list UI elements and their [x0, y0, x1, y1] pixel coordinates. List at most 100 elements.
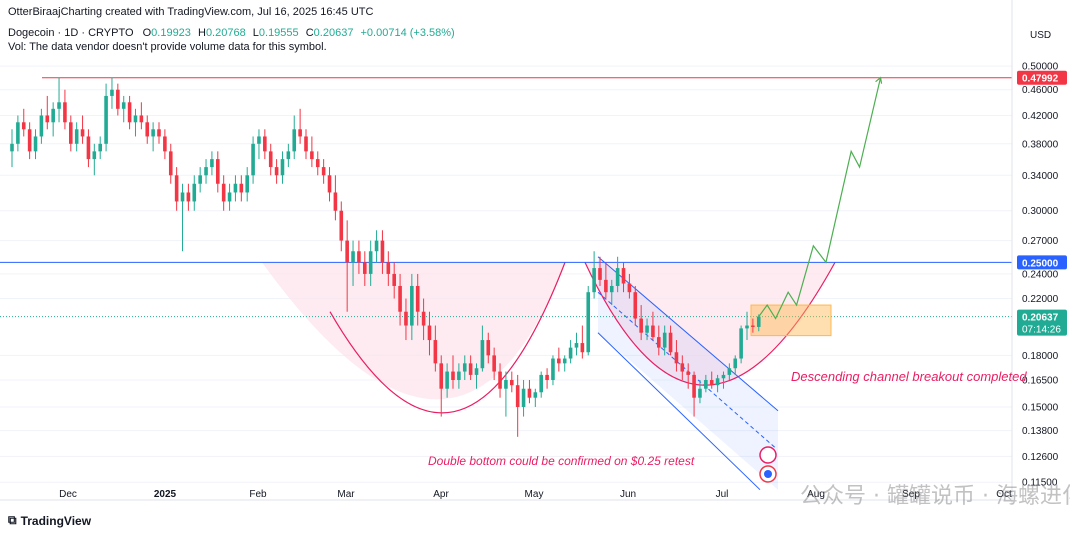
channel-mid: [597, 291, 776, 448]
annotation-double-bottom: Double bottom could be confirmed on $0.2…: [428, 454, 695, 468]
candle-body: [486, 340, 491, 356]
candle-body: [333, 192, 338, 211]
y-tick-label: 0.15000: [1022, 402, 1059, 413]
candle-body: [192, 183, 197, 202]
y-tick-label: 0.12600: [1022, 452, 1059, 463]
candle-body: [562, 358, 567, 364]
price-tag-label: 0.25000: [1022, 258, 1059, 269]
y-tick-label: 0.50000: [1022, 62, 1059, 73]
cup-left-curve: [329, 262, 566, 414]
y-tick-label: 0.27000: [1022, 236, 1059, 247]
candle-body: [639, 318, 643, 333]
candle-body: [598, 268, 602, 280]
candle-body: [104, 95, 108, 144]
candle-body: [39, 115, 44, 137]
low-value: 0.19555: [258, 27, 299, 39]
x-tick-label: Feb: [249, 489, 267, 500]
candle-body: [80, 129, 85, 137]
price-tag: [1017, 70, 1067, 85]
candle-body: [163, 136, 167, 152]
candle-body: [592, 268, 596, 293]
candle-body: [27, 129, 32, 152]
candle-body: [274, 167, 279, 176]
news-icon[interactable]: [759, 446, 777, 464]
candle-body: [233, 183, 238, 193]
projection-arrowhead: [875, 76, 883, 84]
candle-body: [474, 368, 479, 375]
candle-body: [204, 167, 208, 176]
candle-body: [139, 115, 144, 123]
target-zone-box: [750, 304, 832, 337]
candle-body: [86, 136, 91, 160]
candle-body: [527, 388, 532, 398]
candle-body: [704, 380, 708, 389]
candle-body: [280, 159, 285, 176]
tradingview-logo[interactable]: ⧉ TradingView: [8, 513, 92, 528]
candle-body: [21, 122, 26, 130]
y-tick-label: 0.22000: [1022, 294, 1059, 305]
candle-body: [351, 251, 355, 263]
candle-body: [621, 268, 626, 284]
x-tick-label: Dec: [59, 489, 77, 500]
candle-body: [662, 332, 667, 348]
candle-body: [157, 129, 161, 137]
y-tick-label: 0.42000: [1022, 111, 1059, 122]
low-label: L: [252, 27, 259, 39]
candle-body: [462, 363, 467, 372]
candle-body: [480, 340, 485, 369]
x-tick-label: 2025: [154, 489, 177, 500]
candle-body: [45, 115, 50, 123]
candle-body: [121, 102, 126, 109]
close-value: 0.20637: [313, 27, 354, 39]
candle-body: [239, 183, 244, 193]
high-value: 0.20768: [205, 27, 246, 39]
projection-path: [758, 77, 882, 320]
candle-body: [645, 325, 649, 333]
open-label: O: [142, 27, 152, 39]
candle-body: [468, 363, 473, 375]
candle-body: [439, 363, 444, 389]
candle-body: [363, 262, 367, 274]
flag-icon[interactable]: [759, 465, 777, 483]
candle-body: [186, 192, 191, 202]
candle-body: [51, 108, 55, 123]
candle-body: [586, 292, 591, 353]
candle-body: [698, 388, 702, 398]
candle-body: [198, 175, 202, 184]
candle-body: [357, 251, 361, 263]
candle-body: [733, 358, 738, 369]
candle-body: [392, 273, 396, 286]
candle-body: [345, 240, 349, 263]
x-tick-label: Jun: [620, 489, 636, 500]
candle-body: [210, 159, 214, 168]
y-tick-label: 0.30000: [1022, 206, 1059, 217]
candle-body: [674, 352, 679, 364]
author-line: OtterBiraajCharting created with Trading…: [8, 6, 374, 18]
x-tick-label: Mar: [337, 489, 355, 500]
candle-body: [339, 210, 344, 241]
candle-body: [57, 102, 61, 109]
candle-body: [110, 89, 114, 96]
candle-body: [327, 175, 332, 193]
candle-body: [368, 251, 373, 274]
candle-body: [127, 102, 132, 123]
watermark: 公众号 · 罐罐说币 · 海螺进化论: [800, 484, 1070, 509]
candle-body: [657, 337, 661, 348]
candle-body: [404, 311, 408, 326]
channel-fill: [598, 256, 778, 490]
candle-body: [16, 122, 20, 144]
news-icon-stack[interactable]: [759, 446, 777, 483]
candle-body: [415, 285, 420, 312]
candle-body: [10, 143, 14, 152]
x-tick-label: Jul: [716, 489, 729, 500]
candle-body: [286, 151, 291, 160]
candle-body: [504, 380, 508, 389]
y-tick-label: 0.24000: [1022, 269, 1059, 280]
y-tick-label: 0.16500: [1022, 376, 1059, 387]
candle-body: [410, 285, 414, 326]
candle-body: [216, 159, 220, 184]
symbol-label[interactable]: Dogecoin · 1D · CRYPTO: [8, 27, 134, 39]
flag-icon-center: [764, 470, 772, 478]
